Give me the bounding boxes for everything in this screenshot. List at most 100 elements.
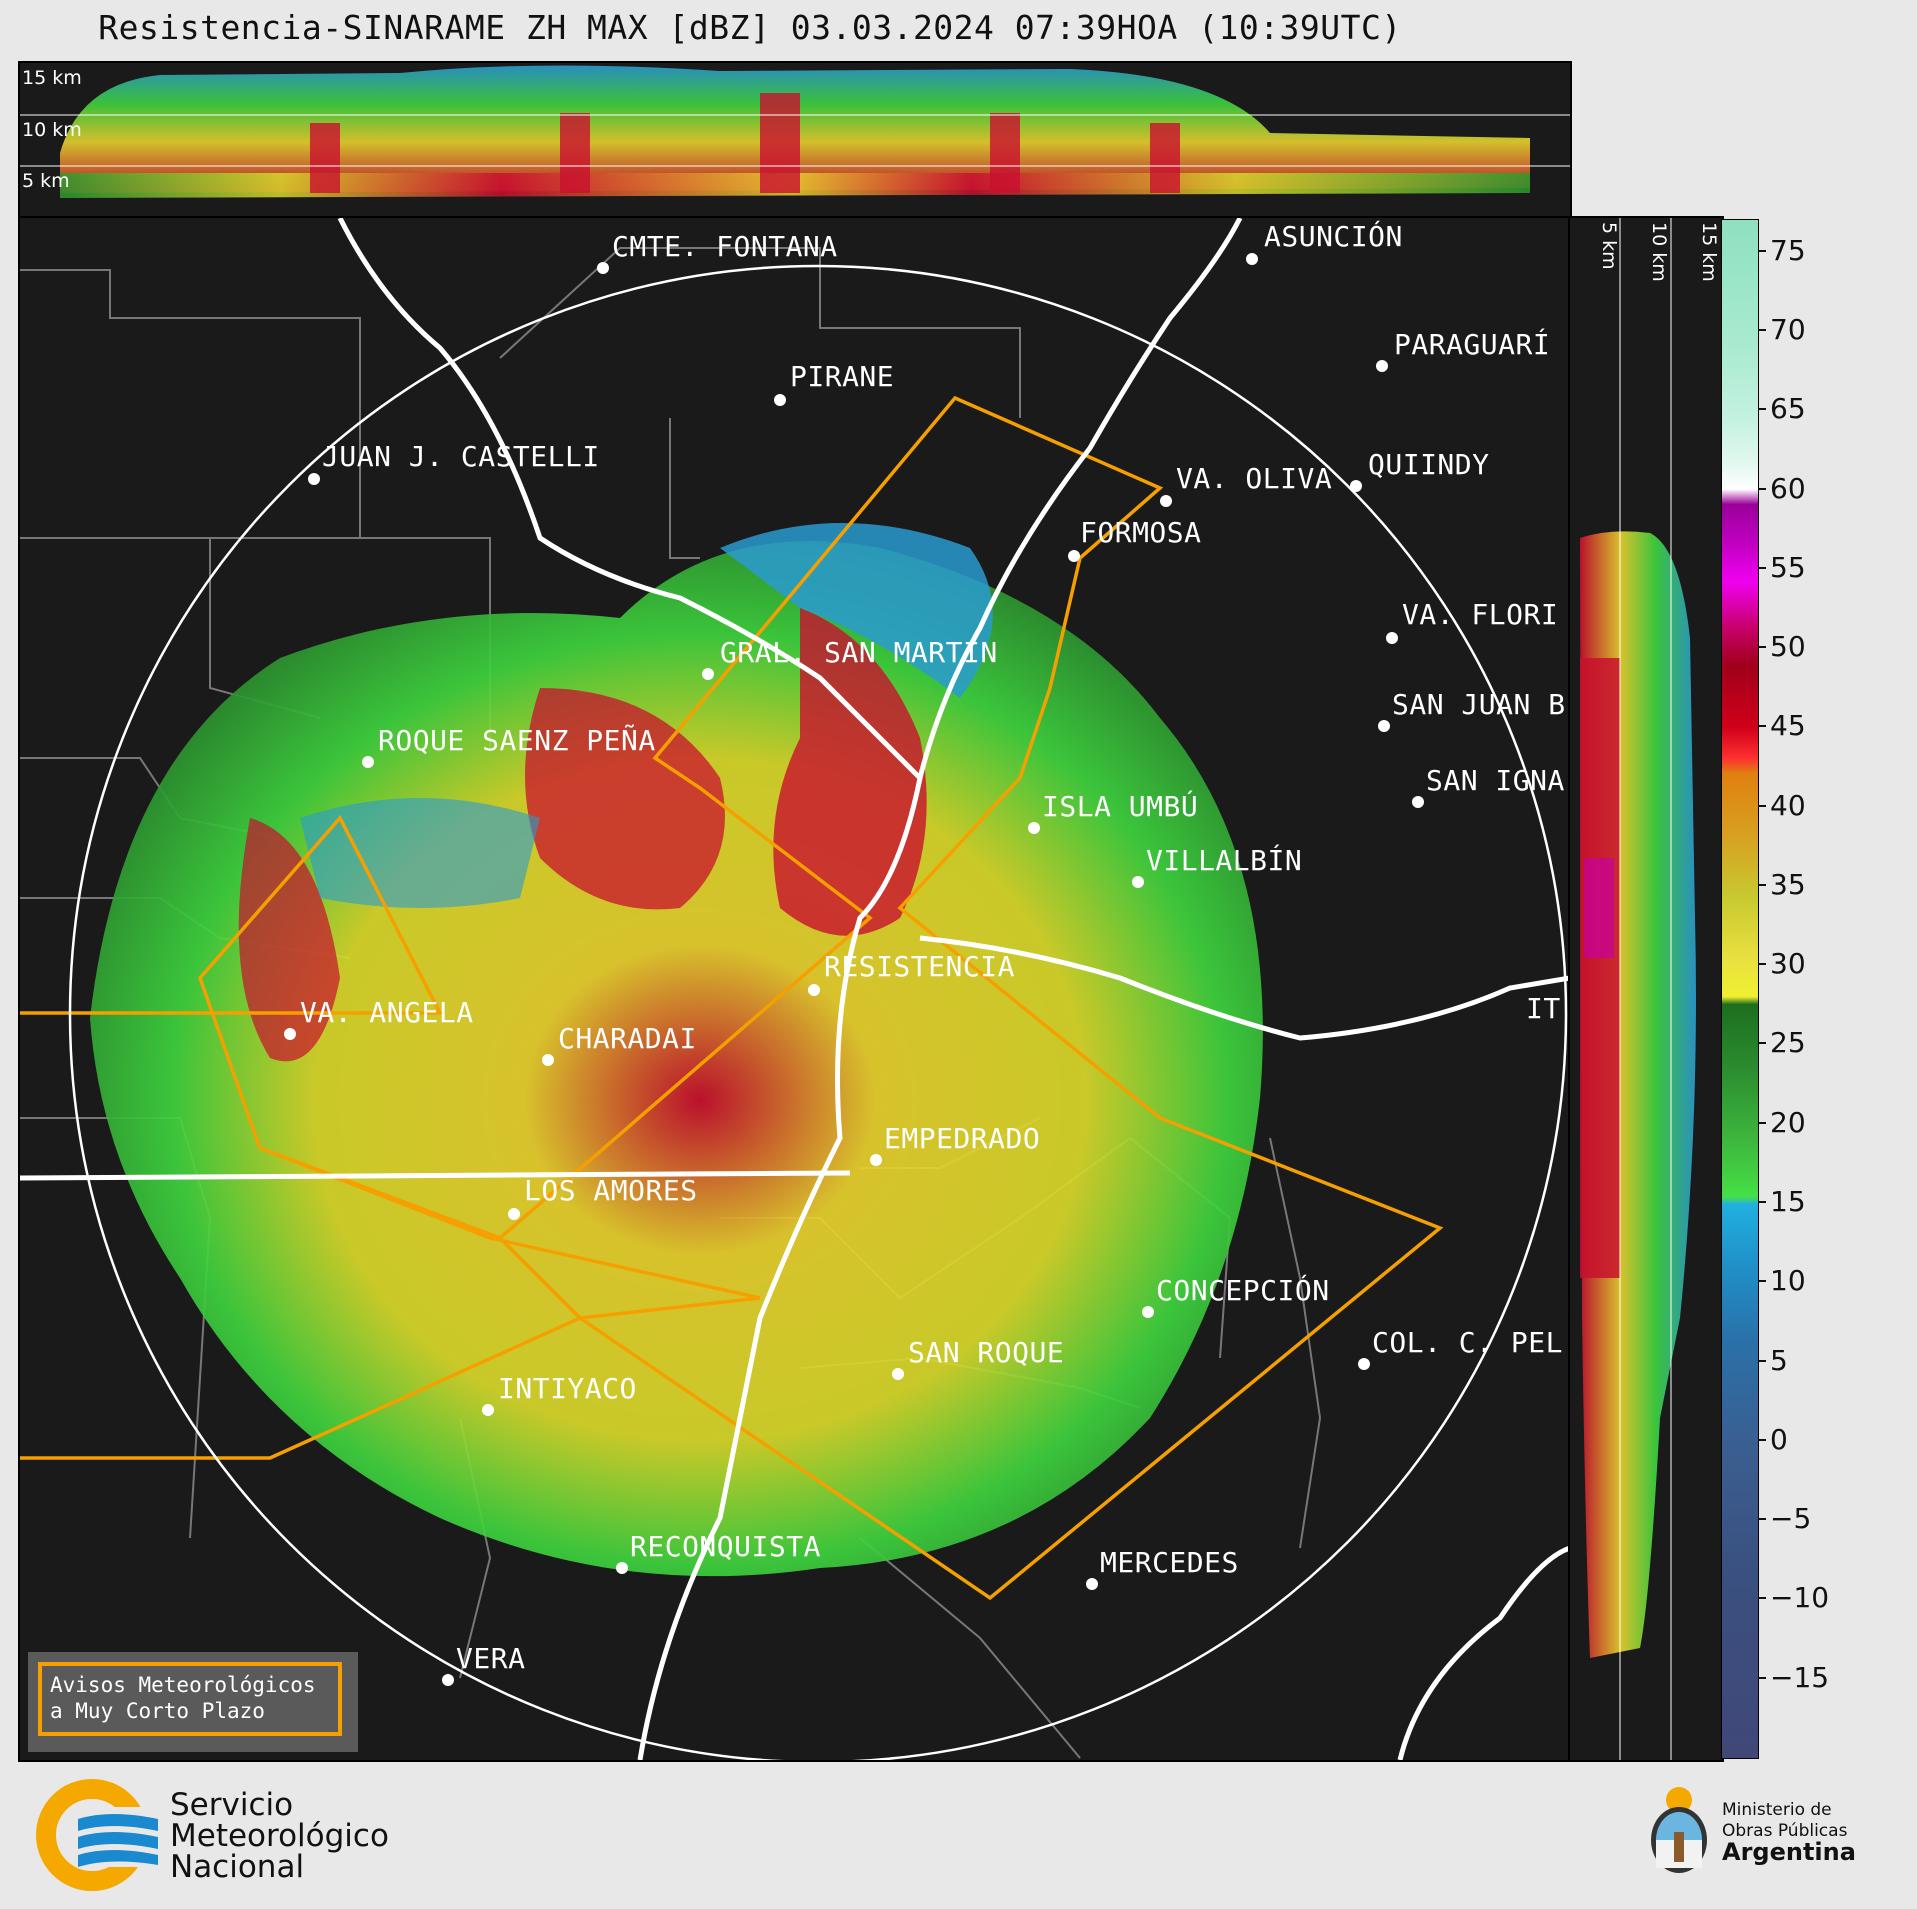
- colorbar-tick: [1758, 1518, 1766, 1521]
- label-san-juan-b: SAN JUAN B: [1392, 688, 1566, 721]
- colorbar-tick-label: 10: [1770, 1264, 1806, 1298]
- colorbar-tick-label: 45: [1770, 709, 1806, 743]
- label-cmte-fontana: CMTE. FONTANA: [612, 230, 838, 263]
- label-mercedes: MERCEDES: [1100, 1546, 1239, 1579]
- colorbar-tick-label: 35: [1770, 867, 1806, 901]
- marker-pirane: [774, 394, 786, 406]
- label-it: IT: [1526, 992, 1561, 1025]
- colorbar-tick: [1758, 963, 1766, 966]
- marker-va-oliva: [1160, 495, 1172, 507]
- colorbar-tick: [1758, 1280, 1766, 1283]
- colorbar-tick: [1758, 1121, 1766, 1124]
- smn-line2: Meteorológico: [170, 1818, 389, 1854]
- top-cross-section: 15 km 10 km 5 km: [18, 61, 1572, 220]
- marker-charadai: [542, 1054, 554, 1066]
- marker-intiyaco: [482, 1404, 494, 1416]
- colorbar-tick: [1758, 1676, 1766, 1679]
- colorbar-tick: [1758, 1359, 1766, 1362]
- smn-name: Servicio Meteorológico Nacional: [170, 1790, 389, 1883]
- label-formosa: FORMOSA: [1080, 516, 1202, 549]
- ministerio-line3: Argentina: [1722, 1838, 1856, 1866]
- marker-san-roque: [892, 1368, 904, 1380]
- avisos-box[interactable]: Avisos Meteorológicos a Muy Corto Plazo: [28, 1652, 358, 1752]
- colorbar-tick: [1758, 408, 1766, 411]
- marker-cmte-fontana: [597, 262, 609, 274]
- marker-resistencia: [808, 984, 820, 996]
- colorbar-tick: [1758, 1201, 1766, 1204]
- radar-map-layers: [20, 218, 1570, 1760]
- label-concepcion: CONCEPCIÓN: [1156, 1274, 1330, 1307]
- side-cross-section: 5 km 10 km 15 km: [1568, 216, 1724, 1762]
- label-va-angela: VA. ANGELA: [300, 996, 474, 1029]
- ministerio-name: Ministerio de Obras Públicas Argentina: [1722, 1800, 1856, 1866]
- label-col-c-pel: COL. C. PEL: [1372, 1326, 1563, 1359]
- label-charadai: CHARADAI: [558, 1022, 697, 1055]
- argentina-seal-icon: [1651, 1787, 1707, 1873]
- label-intiyaco: INTIYACO: [498, 1372, 637, 1405]
- colorbar-tick: [1758, 1042, 1766, 1045]
- side-height-10km: 10 km: [1648, 222, 1670, 282]
- colorbar-tick: [1758, 883, 1766, 886]
- marker-vera: [442, 1674, 454, 1686]
- ministerio-line2: Obras Públicas: [1722, 1821, 1848, 1841]
- ministerio-line1: Ministerio de: [1722, 1800, 1832, 1820]
- colorbar-tick-label: 55: [1770, 550, 1806, 584]
- label-reconquista: RECONQUISTA: [630, 1530, 821, 1563]
- colorbar-tick-label: 75: [1770, 233, 1806, 267]
- label-san-igna: SAN IGNA: [1426, 764, 1565, 797]
- label-va-flori: VA. FLORI: [1402, 598, 1559, 631]
- label-pirane: PIRANE: [790, 360, 895, 393]
- label-roque-saenz-pena: ROQUE SAENZ PEÑA: [378, 724, 656, 757]
- label-asuncion: ASUNCIÓN: [1264, 220, 1403, 253]
- marker-san-igna: [1412, 796, 1424, 808]
- rivers: [20, 218, 1570, 1760]
- side-height-5km: 5 km: [1598, 222, 1620, 270]
- colorbar-tick-label: 60: [1770, 471, 1806, 505]
- colorbar-tick-label: 50: [1770, 630, 1806, 664]
- height-label-5km: 5 km: [22, 170, 70, 192]
- marker-concepcion: [1142, 1306, 1154, 1318]
- label-empedrado: EMPEDRADO: [884, 1122, 1041, 1155]
- height-label-10km: 10 km: [22, 119, 82, 141]
- marker-va-angela: [284, 1028, 296, 1040]
- marker-roque-saenz-pena: [362, 756, 374, 768]
- marker-reconquista: [616, 1562, 628, 1574]
- side-height-15km: 15 km: [1698, 222, 1720, 282]
- marker-mercedes: [1086, 1578, 1098, 1590]
- colorbar-tick-label: −15: [1770, 1660, 1830, 1694]
- marker-formosa: [1068, 550, 1080, 562]
- marker-asuncion: [1246, 253, 1258, 265]
- top-cross-section-echo: [20, 65, 1570, 198]
- colorbar-tick: [1758, 566, 1766, 569]
- marker-col-c-pel: [1358, 1358, 1370, 1370]
- smn-logo-icon: [36, 1779, 160, 1891]
- colorbar-tick: [1758, 725, 1766, 728]
- colorbar-tick-label: −10: [1770, 1581, 1830, 1615]
- marker-quiindy: [1350, 480, 1362, 492]
- marker-gral-san-martin: [702, 668, 714, 680]
- marker-los-amores: [508, 1208, 520, 1220]
- range-ring: [68, 264, 1568, 1760]
- label-va-oliva: VA. OLIVA: [1176, 462, 1333, 495]
- colorbar-tick: [1758, 646, 1766, 649]
- height-label-15km: 15 km: [22, 67, 82, 89]
- smn-line1: Servicio: [170, 1787, 294, 1823]
- colorbar-tick-label: 25: [1770, 1026, 1806, 1060]
- colorbar-tick: [1758, 1597, 1766, 1600]
- colorbar-tick-label: −5: [1770, 1502, 1812, 1536]
- label-juan-j-castelli: JUAN J. CASTELLI: [322, 440, 600, 473]
- colorbar-tick-label: 40: [1770, 788, 1806, 822]
- marker-villalbin: [1132, 876, 1144, 888]
- marker-paraguari: [1376, 360, 1388, 372]
- dbz-colorbar: [1721, 219, 1759, 1759]
- colorbar-tick: [1758, 249, 1766, 252]
- label-isla-umbu: ISLA UMBÚ: [1042, 790, 1199, 823]
- avisos-line1: Avisos Meteorológicos: [50, 1673, 316, 1697]
- label-vera: VERA: [456, 1642, 526, 1675]
- marker-va-flori: [1386, 632, 1398, 644]
- smn-line3: Nacional: [170, 1849, 305, 1885]
- marker-isla-umbu: [1028, 822, 1040, 834]
- colorbar-tick-label: 70: [1770, 312, 1806, 346]
- colorbar-tick: [1758, 487, 1766, 490]
- colorbar-tick-label: 0: [1770, 1422, 1788, 1456]
